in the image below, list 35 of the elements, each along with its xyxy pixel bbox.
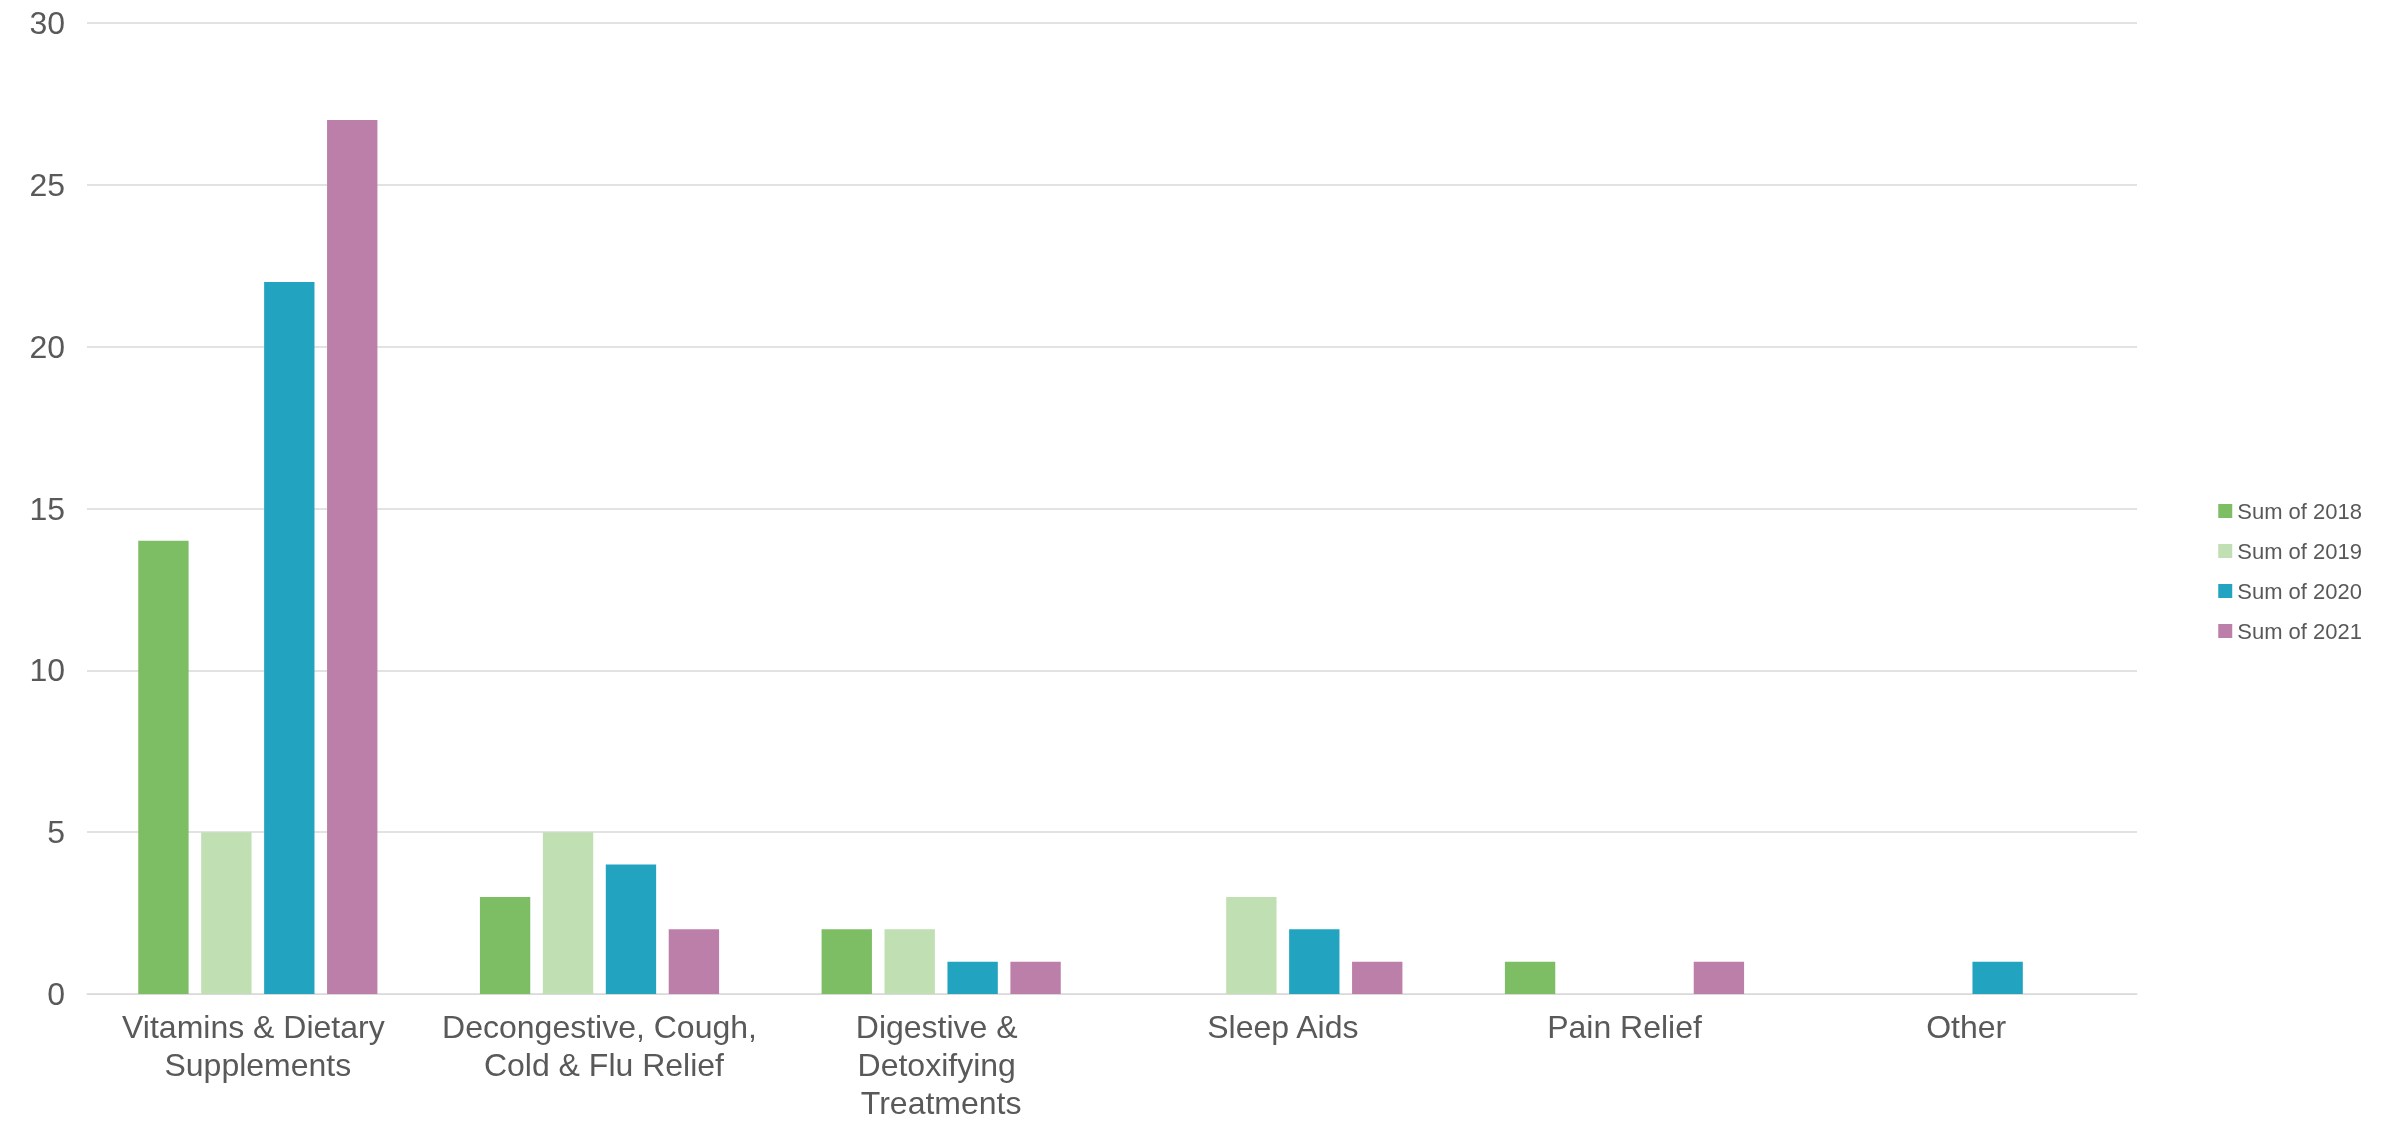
x-tick-label: Other (1926, 1009, 2007, 1045)
legend-label: Sum of 2021 (2237, 618, 2362, 644)
bar (1010, 961, 1061, 994)
bar (1693, 961, 1745, 994)
bar (327, 120, 378, 994)
legend-label: Sum of 2019 (2237, 538, 2362, 564)
y-tick-label: 5 (47, 814, 65, 851)
bar (542, 832, 594, 994)
bar (201, 832, 252, 994)
bar (1504, 961, 1556, 994)
x-tick-label: Digestive & Detoxifying Treatments (855, 1009, 1027, 1121)
bar (947, 961, 998, 994)
y-tick-label: 0 (47, 976, 65, 1012)
x-tick-label: Pain Relief (1547, 1009, 1702, 1045)
y-tick-label: 15 (29, 490, 65, 527)
bar (884, 929, 935, 994)
bar (605, 864, 657, 994)
bar (1289, 929, 1340, 994)
bar (668, 929, 720, 994)
x-tick-label: Sleep Aids (1207, 1009, 1359, 1045)
x-tick-label: Vitamins & Dietary Supplements (122, 1009, 394, 1083)
bar (138, 540, 189, 994)
bar (1226, 896, 1277, 994)
legend-label: Sum of 2018 (2237, 498, 2362, 524)
bar (479, 896, 531, 994)
y-tick-label: 30 (29, 5, 65, 41)
bar (264, 281, 315, 994)
legend-label: Sum of 2020 (2237, 578, 2362, 604)
bar (821, 929, 872, 994)
y-tick-label: 10 (29, 652, 65, 689)
bar (1972, 961, 2023, 994)
x-tick-label: Decongestive, Cough, Cold & Flu Relief (442, 1009, 757, 1083)
y-tick-label: 20 (29, 328, 65, 365)
bar (1352, 961, 1403, 994)
y-tick-label: 25 (29, 166, 65, 203)
